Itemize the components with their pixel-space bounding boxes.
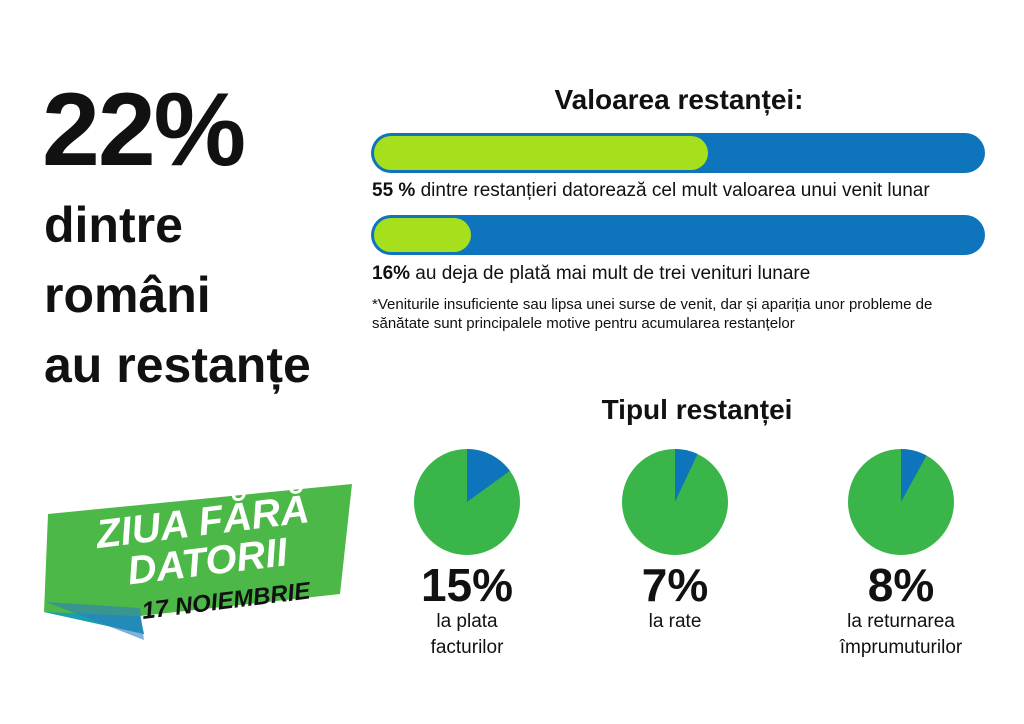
pie-2-slice bbox=[675, 449, 698, 502]
pie-2-caption-line-1: la rate bbox=[648, 611, 702, 632]
headline-line-1: dintre bbox=[44, 197, 183, 253]
bar-track-1 bbox=[371, 133, 985, 173]
pie-section-title: Tipul restanței bbox=[601, 394, 793, 425]
bar-caption-2-value: 16% bbox=[372, 263, 411, 284]
bar-caption-1-text: dintre restanțieri datorează cel mult va… bbox=[415, 180, 930, 201]
headline-percent: 22% bbox=[42, 72, 246, 188]
pie-chart-2 bbox=[622, 449, 728, 555]
footnote: *Veniturile insuficiente sau lipsa unei … bbox=[372, 296, 933, 332]
bar-caption-1: 55 % dintre restanțieri datorează cel mu… bbox=[372, 180, 930, 202]
pie-group-2: 7% la rate bbox=[580, 448, 770, 634]
bar-caption-2-text: au deja de plată mai mult de trei venitu… bbox=[410, 263, 811, 284]
pie-chart-1 bbox=[414, 449, 520, 555]
bar-fill-1 bbox=[374, 136, 709, 170]
pie-group-1: 15% la plata facturilor bbox=[372, 448, 562, 660]
pie-chart-3 bbox=[848, 449, 954, 555]
headline-line-2: români bbox=[44, 267, 211, 323]
bar-track-2 bbox=[371, 215, 985, 255]
pie-3-percent: 8% bbox=[867, 559, 935, 611]
pie-1-percent: 15% bbox=[420, 559, 514, 611]
bar-caption-2: 16% au deja de plată mai mult de trei ve… bbox=[372, 263, 810, 285]
pie-2-percent: 7% bbox=[641, 559, 709, 611]
pie-group-3: 8% la returnarea împrumuturilor bbox=[806, 448, 996, 660]
banner-ribbon bbox=[44, 484, 352, 640]
pie-1-caption-line-1: la plata bbox=[436, 611, 498, 632]
bar-section-title: Valoarea restanței: bbox=[554, 84, 804, 115]
pie-3-slice bbox=[901, 449, 927, 502]
headline-line-3: au restanțe bbox=[44, 337, 311, 393]
bar-fill-2 bbox=[374, 218, 472, 252]
bar-caption-1-value: 55 % bbox=[372, 180, 416, 201]
pie-1-slice bbox=[467, 449, 510, 502]
pie-1-caption-line-2: facturilor bbox=[430, 637, 504, 658]
pie-3-caption-line-2: împrumuturilor bbox=[839, 637, 963, 658]
pie-3-caption-line-1: la returnarea bbox=[847, 611, 955, 632]
